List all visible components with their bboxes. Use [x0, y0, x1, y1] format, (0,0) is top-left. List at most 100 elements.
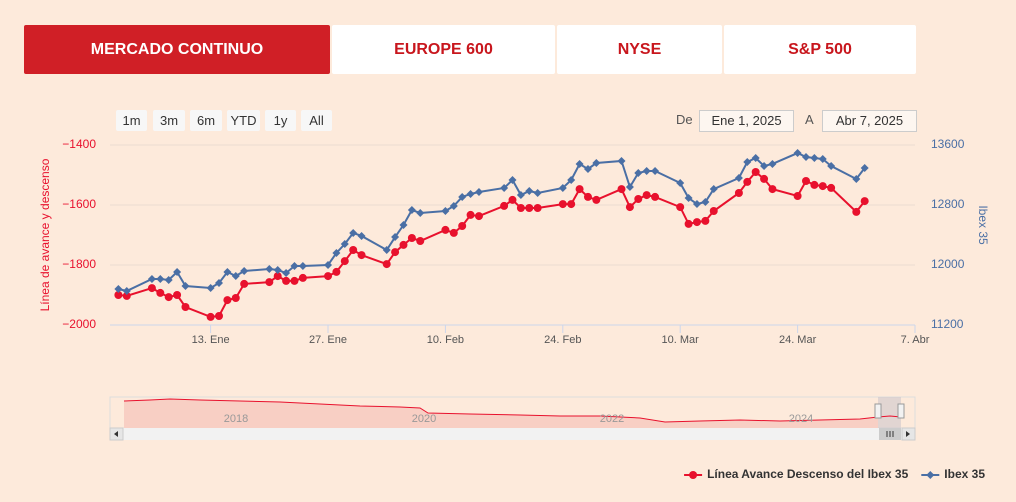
scroll-grip [886, 431, 894, 437]
y2-tick-label: 12000 [931, 257, 965, 271]
navigator-handle[interactable] [874, 403, 882, 419]
point [852, 207, 861, 216]
point [709, 207, 718, 215]
point [340, 240, 349, 248]
point [558, 183, 567, 192]
legend-marker [689, 471, 698, 479]
range-button[interactable]: YTD [227, 110, 260, 131]
date-to-input[interactable]: Abr 7, 2025 [822, 110, 917, 132]
navigator-label: 2022 [600, 413, 624, 425]
x-tick-label: 7. Abr [901, 334, 930, 346]
point [567, 200, 576, 209]
point [810, 153, 819, 162]
point [282, 276, 291, 285]
point [441, 207, 450, 215]
range-button[interactable]: 3m [153, 110, 185, 131]
range-button[interactable]: 1y [265, 110, 296, 131]
point [676, 179, 685, 188]
y-tick-label: −1800 [62, 257, 96, 271]
navigator-window[interactable] [878, 397, 901, 428]
point [734, 174, 743, 182]
series [114, 149, 869, 296]
point [810, 180, 819, 189]
point [147, 275, 156, 284]
point [357, 251, 366, 260]
point [642, 191, 651, 200]
range-button[interactable]: 1m [116, 110, 147, 131]
point [122, 291, 131, 300]
point [458, 192, 467, 201]
point [173, 267, 182, 276]
point [852, 174, 861, 183]
point [449, 201, 458, 210]
point [583, 165, 592, 173]
point [156, 288, 165, 297]
point [793, 149, 802, 158]
navigator-window-line [877, 415, 902, 418]
point [114, 285, 123, 293]
point [173, 291, 182, 299]
point [500, 183, 509, 192]
point [692, 200, 701, 209]
range-button[interactable]: All [301, 110, 332, 131]
tab[interactable]: NYSE [557, 25, 722, 74]
point [533, 189, 542, 197]
point [709, 185, 718, 194]
point [273, 272, 282, 281]
point [382, 260, 391, 269]
date-from-input[interactable]: Ene 1, 2025 [699, 110, 794, 132]
point [625, 183, 634, 191]
point [349, 246, 358, 254]
navigator-label: 2024 [789, 413, 813, 425]
point [651, 167, 660, 176]
x-tick-label: 10. Mar [662, 334, 700, 346]
point [206, 312, 215, 321]
point [407, 206, 416, 215]
point [692, 218, 701, 227]
point [122, 287, 131, 296]
point [332, 249, 341, 257]
point [147, 284, 156, 293]
navigator-area [124, 399, 878, 428]
point [818, 155, 827, 164]
range-button[interactable]: 6m [190, 110, 222, 131]
scroll-right-arrow [906, 431, 910, 437]
point [290, 276, 299, 285]
point [701, 216, 710, 225]
tab[interactable]: EUROPE 600 [332, 25, 555, 74]
point [466, 189, 475, 198]
point [567, 176, 576, 185]
tab[interactable]: S&P 500 [724, 25, 916, 74]
point [340, 257, 349, 266]
scrollbar-track[interactable] [110, 428, 915, 440]
y-tick-label: −2000 [62, 317, 96, 331]
point [625, 203, 634, 212]
point [298, 261, 307, 270]
legend-marker [926, 471, 935, 479]
navigator-handle[interactable] [897, 403, 905, 419]
point [449, 228, 458, 237]
point [734, 189, 743, 197]
y-axis-title: Línea de avance y descenso [38, 158, 52, 311]
point [474, 188, 483, 197]
y-tick-label: −1400 [62, 137, 96, 151]
point [768, 185, 777, 194]
point [324, 272, 333, 281]
point [801, 177, 810, 185]
point [265, 278, 274, 287]
point [399, 240, 408, 249]
series [114, 168, 869, 321]
point [760, 174, 769, 183]
point [474, 212, 483, 221]
date-from-label: De [676, 112, 693, 127]
point [500, 201, 509, 210]
point [768, 159, 777, 168]
navigator-line [123, 398, 879, 423]
point [575, 159, 584, 168]
x-tick-label: 13. Ene [192, 334, 230, 346]
point [265, 264, 274, 273]
tab[interactable]: MERCADO CONTINUO [24, 25, 330, 74]
point [508, 176, 517, 185]
